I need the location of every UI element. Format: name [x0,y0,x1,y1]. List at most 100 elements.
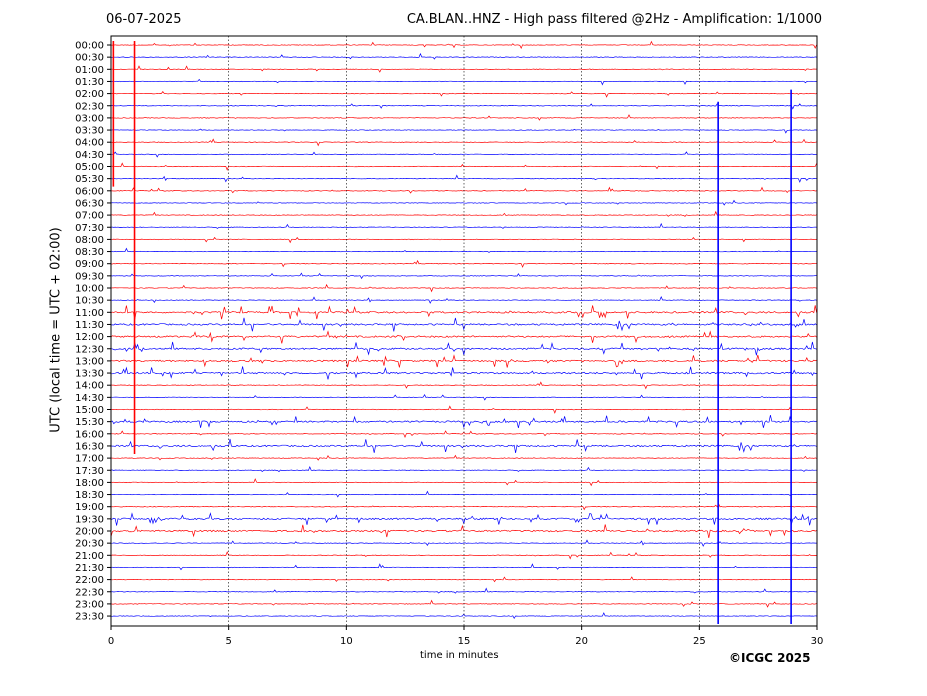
y-tick-label-18: 09:00 [75,259,104,270]
y-tick-label-7: 03:30 [75,126,104,137]
x-tick-label-6: 30 [811,636,824,647]
x-tick-label-2: 10 [340,636,353,647]
copyright-label: ©ICGC 2025 [729,651,811,665]
x-tick-label-3: 15 [458,636,471,647]
y-tick-label-38: 19:00 [75,502,104,513]
y-tick-label-23: 11:30 [75,320,104,331]
trace-36 [110,478,817,487]
trace-7 [110,128,817,134]
trace-34 [110,454,817,461]
trace-26 [110,354,817,368]
trace-2 [110,65,817,73]
x-axis: 0 5 10 15 20 25 30 [108,626,824,647]
y-tick-label-9: 04:30 [75,150,104,161]
y-tick-label-30: 15:00 [75,405,104,416]
y-tick-label-5: 02:30 [75,101,104,112]
trace-1 [110,52,817,60]
y-tick-label-28: 14:00 [75,381,104,392]
trace-39 [110,512,817,526]
x-tick-label-0: 0 [108,636,114,647]
trace-17 [110,247,817,253]
x-tick-label-5: 25 [693,636,706,647]
y-tick-label-34: 17:00 [75,454,104,465]
y-tick-label-11: 05:30 [75,174,104,185]
y-tick-label-1: 00:30 [75,53,104,64]
y-tick-label-15: 07:30 [75,223,104,234]
x-axis-label: time in minutes [420,650,499,661]
y-tick-label-42: 21:00 [75,551,104,562]
trace-3 [110,78,817,86]
trace-45 [110,587,817,594]
y-tick-label-12: 06:00 [75,186,104,197]
trace-8 [110,138,817,147]
x-tick-label-4: 20 [575,636,588,647]
trace-38 [110,502,817,511]
y-tick-label-8: 04:00 [75,138,104,149]
y-tick-label-2: 01:00 [75,65,104,76]
y-tick-label-36: 18:00 [75,478,104,489]
trace-4 [110,91,817,98]
trace-27 [110,366,817,380]
y-tick-label-27: 13:30 [75,369,104,380]
trace-31 [110,415,817,429]
y-tick-label-26: 13:00 [75,356,104,367]
date-label: 06-07-2025 [106,12,182,27]
y-tick-label-31: 15:30 [75,417,104,428]
trace-10 [110,162,817,171]
y-tick-label-3: 01:30 [75,77,104,88]
y-tick-label-19: 09:30 [75,271,104,282]
trace-32 [110,430,817,439]
y-tick-label-21: 10:30 [75,296,104,307]
trace-12 [110,186,817,194]
trace-28 [110,381,817,390]
trace-30 [110,405,817,414]
trace-19 [110,272,817,280]
y-tick-label-22: 11:00 [75,308,104,319]
trace-13 [110,199,817,206]
event-group [112,41,792,625]
y-tick-label-37: 18:30 [75,490,104,501]
y-axis-label: UTC (local time = UTC + 02:00) [48,227,64,433]
trace-23 [110,317,817,332]
trace-18 [110,259,817,268]
grid-group [228,36,700,626]
trace-20 [110,283,817,293]
trace-21 [110,296,817,304]
y-tick-label-4: 02:00 [75,89,104,100]
y-tick-label-40: 20:00 [75,527,104,538]
y-tick-label-10: 05:00 [75,162,104,173]
y-tick-label-43: 21:30 [75,563,104,574]
trace-41 [110,539,817,547]
trace-29 [110,393,817,401]
trace-22 [110,305,817,320]
y-tick-label-33: 16:30 [75,441,104,452]
y-tick-label-14: 07:00 [75,211,104,222]
y-tick-label-17: 08:30 [75,247,104,258]
trace-11 [110,174,817,183]
trace-0 [110,40,817,50]
y-tick-label-24: 12:00 [75,332,104,343]
y-tick-label-45: 22:30 [75,587,104,598]
trace-5 [110,103,817,110]
y-tick-label-44: 22:00 [75,575,104,586]
y-tick-label-20: 10:00 [75,284,104,295]
trace-42 [110,551,817,560]
y-tick-label-0: 00:00 [75,41,104,52]
y-tick-label-46: 23:00 [75,599,104,610]
y-tick-label-47: 23:30 [75,612,104,623]
trace-6 [110,114,817,121]
y-tick-label-13: 06:30 [75,198,104,209]
trace-24 [110,330,817,344]
y-tick-label-32: 16:00 [75,429,104,440]
trace-9 [110,151,817,158]
y-tick-label-6: 03:00 [75,113,104,124]
y-tick-label-25: 12:30 [75,344,104,355]
trace-40 [110,524,817,538]
trace-46 [110,599,817,608]
trace-25 [110,341,817,356]
trace-35 [110,465,817,473]
trace-43 [110,563,817,571]
trace-47 [110,612,817,619]
